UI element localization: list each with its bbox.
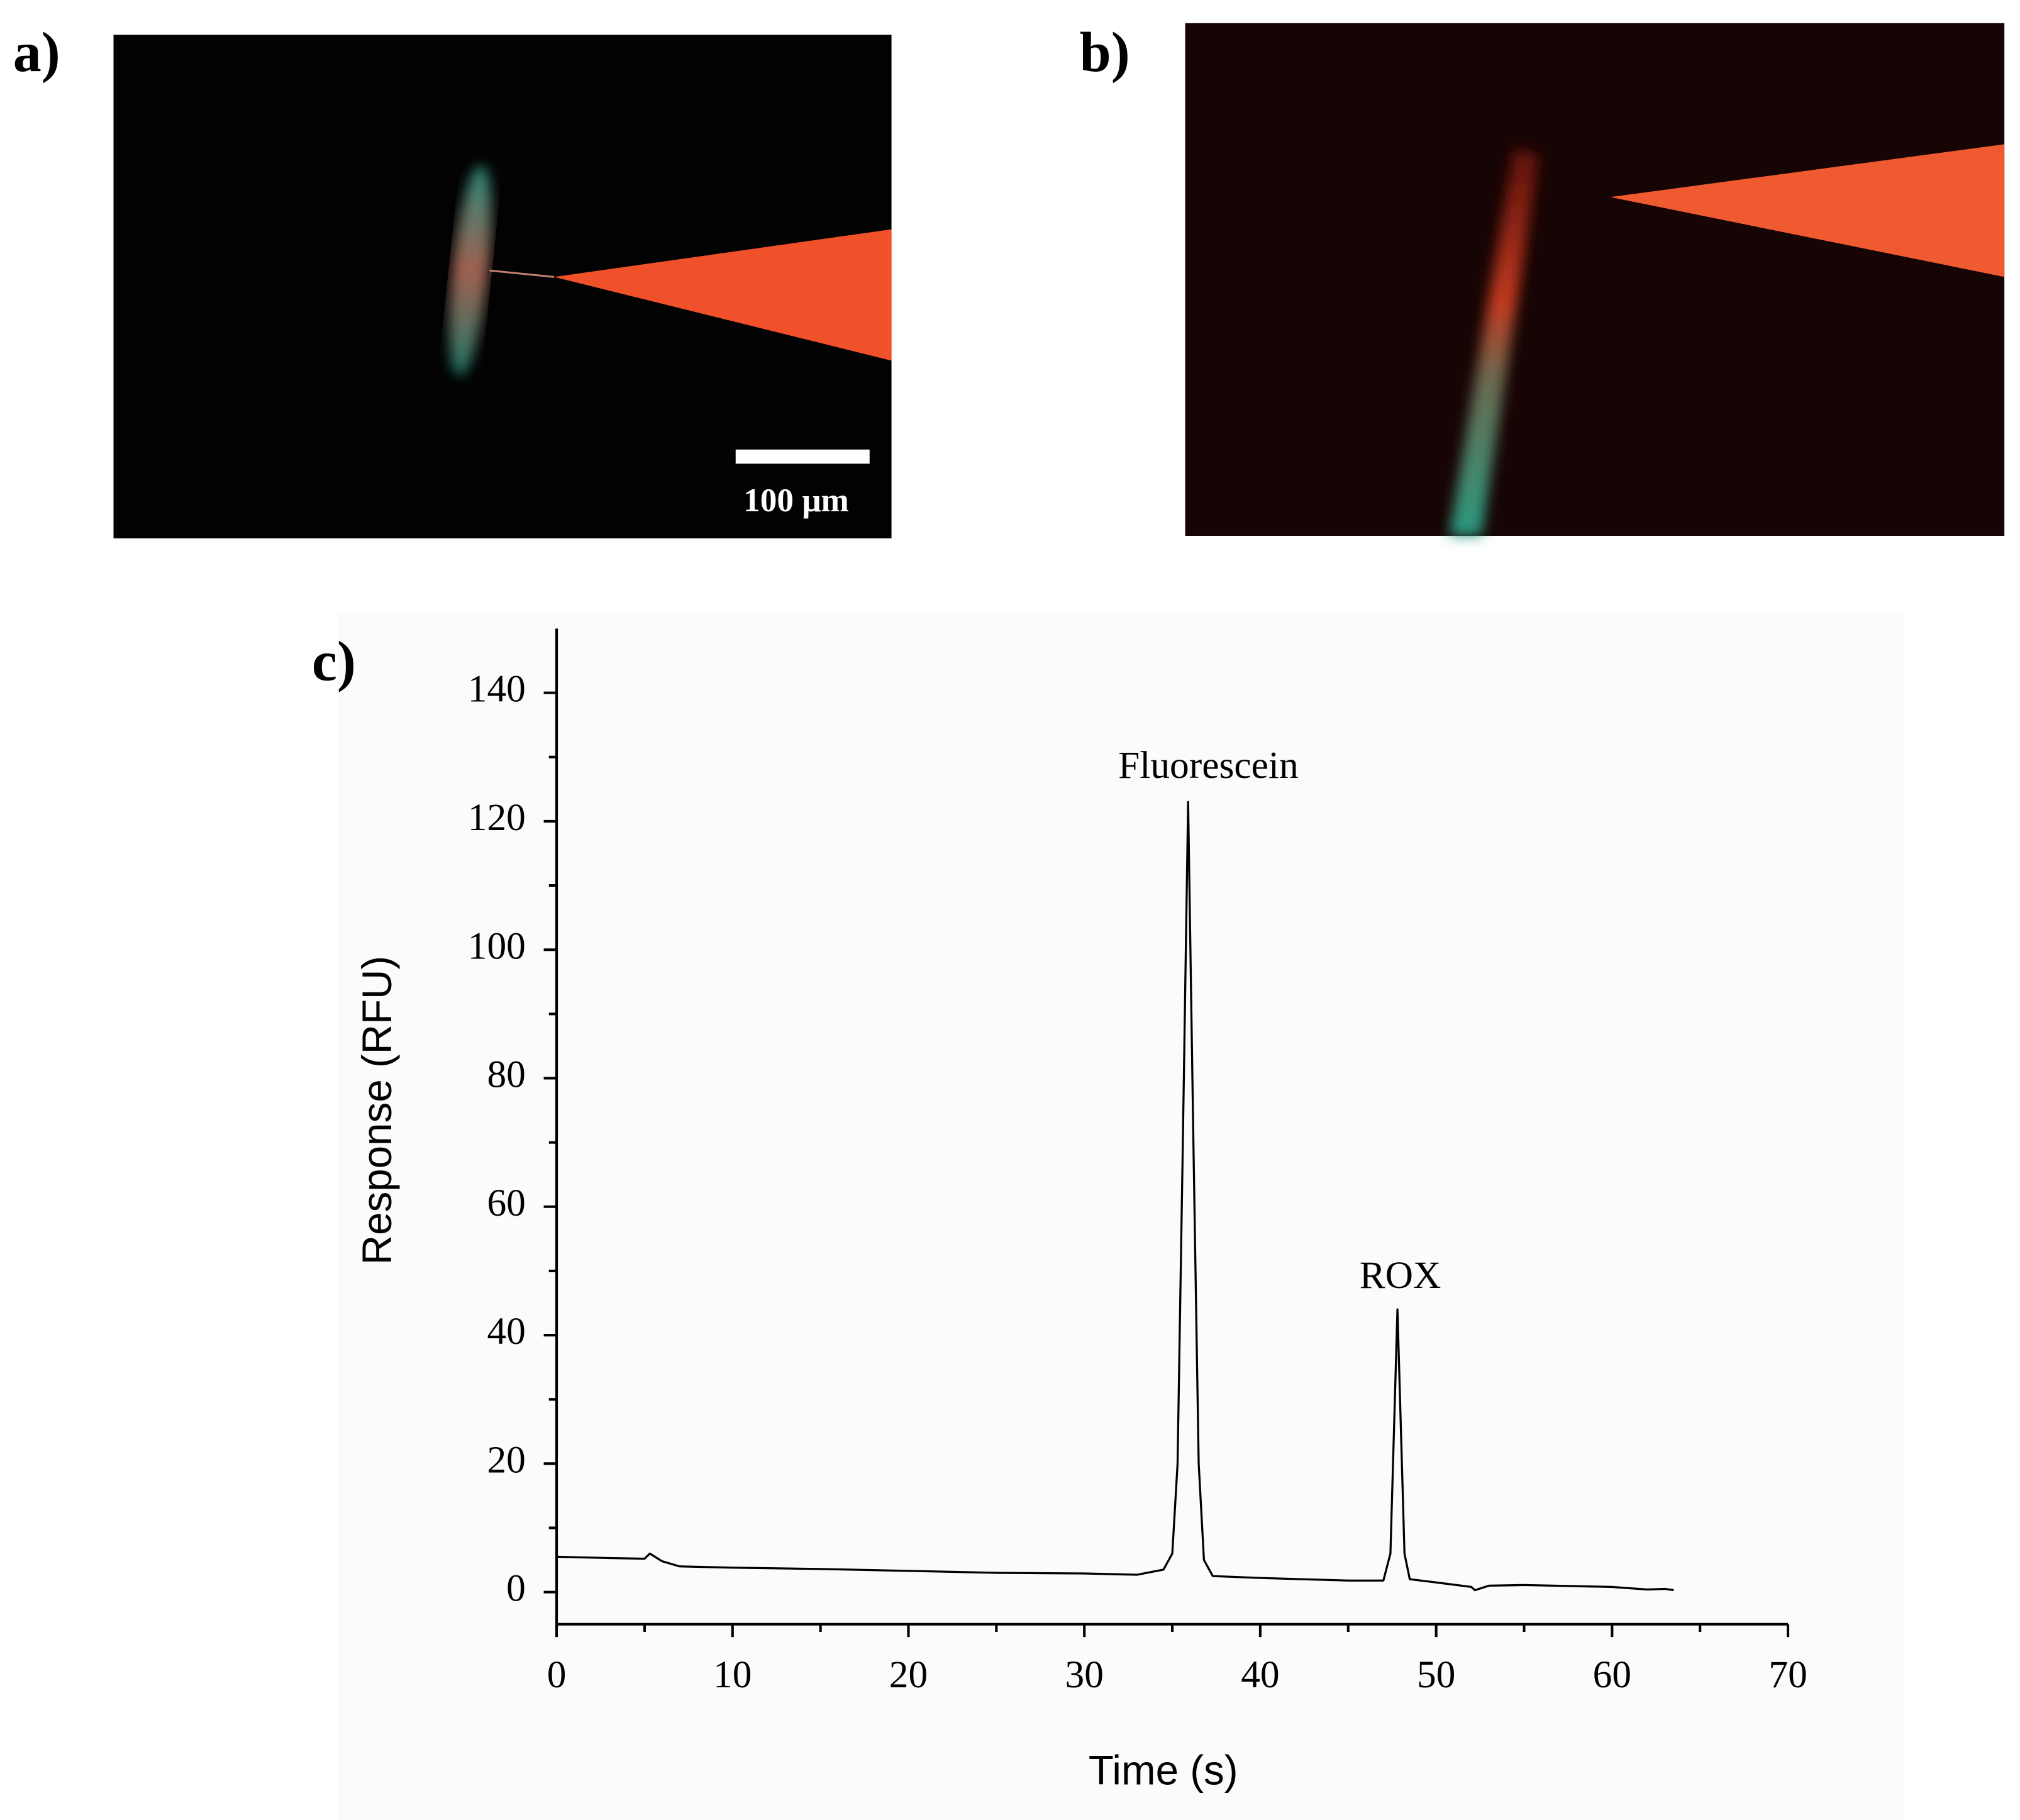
x-tick-label: 60 [1593,1653,1631,1696]
scale-bar [735,449,870,464]
annotation: ROX [1360,1254,1441,1297]
y-tick-label: 0 [506,1567,526,1610]
scale-bar-label: 100 μm [743,482,849,519]
panel-label: b) [1080,21,1130,84]
x-tick-label: 0 [547,1653,567,1696]
x-tick-label: 70 [1768,1653,1807,1696]
channel [553,229,892,361]
annotation: Fluorescein [1118,744,1299,787]
x-tick-label: 10 [713,1653,752,1696]
data-line [557,801,1674,1592]
y-tick-label: 80 [487,1053,525,1096]
x-tick-label: 30 [1065,1653,1103,1696]
channel [1610,144,2005,277]
y-tick-label: 100 [468,924,526,967]
y-tick-label: 60 [487,1182,525,1224]
image-b [1185,23,2005,536]
x-tick-label: 40 [1241,1653,1279,1696]
y-tick-label: 140 [468,668,526,711]
y-tick-label: 40 [487,1310,525,1353]
x-tick-label: 50 [1417,1653,1455,1696]
x-tick-label: 20 [889,1653,928,1696]
capillary [489,269,555,278]
y-tick-label: 120 [468,796,526,839]
panel-label: c) [312,631,356,693]
y-tick-label: 20 [487,1438,525,1481]
x-axis-label: Time (s) [1089,1748,1238,1794]
streak [1449,148,1540,536]
chart-background [337,611,1904,1820]
panel-label: a) [13,21,60,84]
streak [449,165,492,376]
y-axis-label: Response (RFU) [354,956,400,1265]
